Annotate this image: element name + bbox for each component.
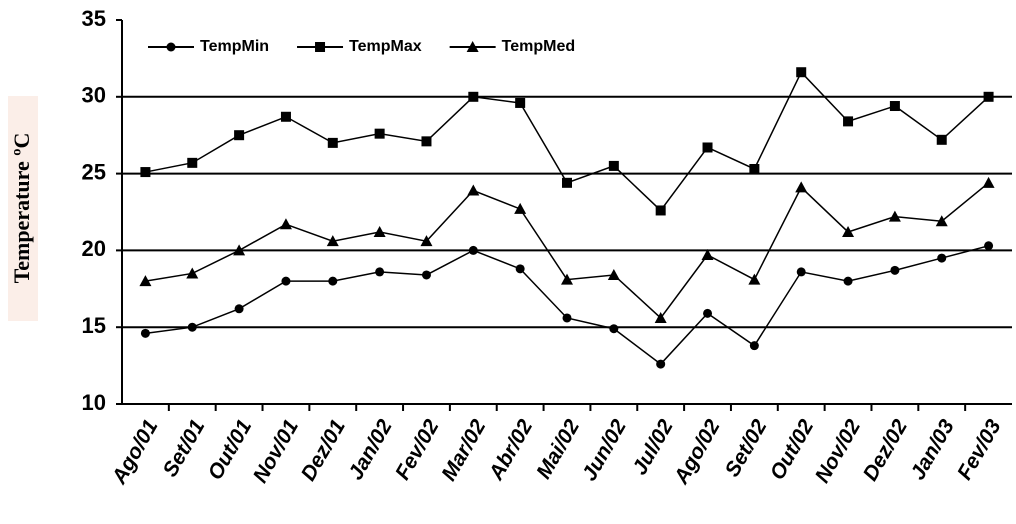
marker xyxy=(561,273,573,285)
marker xyxy=(420,235,433,247)
marker xyxy=(562,313,572,323)
marker xyxy=(140,167,151,178)
marker xyxy=(936,134,947,145)
x-tick-label: Out/01 xyxy=(204,416,257,484)
marker xyxy=(375,267,385,277)
marker xyxy=(166,42,176,52)
marker xyxy=(234,130,245,141)
marker xyxy=(373,225,386,237)
marker xyxy=(515,264,525,274)
marker xyxy=(421,270,431,280)
y-axis-label: Temperature ºC xyxy=(9,133,34,284)
marker xyxy=(748,273,761,285)
marker xyxy=(609,324,619,334)
marker xyxy=(514,202,527,214)
marker xyxy=(326,235,339,247)
x-tick-label: Out/02 xyxy=(766,416,819,484)
x-tick-label: Jul/02 xyxy=(628,416,678,479)
x-tick-label: Jun/02 xyxy=(578,415,631,484)
marker xyxy=(796,267,806,277)
marker xyxy=(374,128,385,139)
marker xyxy=(703,308,713,318)
marker xyxy=(654,311,667,323)
marker xyxy=(466,41,479,52)
x-tick-label: Abr/02 xyxy=(484,415,537,484)
marker xyxy=(608,160,619,171)
x-tick-label: Mai/02 xyxy=(532,415,584,482)
marker xyxy=(281,276,291,286)
marker xyxy=(140,328,150,338)
marker xyxy=(328,276,338,286)
marker xyxy=(749,341,759,351)
marker xyxy=(843,116,854,127)
marker xyxy=(187,157,198,168)
x-tick-label: Nov/02 xyxy=(811,416,866,487)
y-tick-label: 15 xyxy=(82,313,106,338)
marker xyxy=(186,267,199,279)
y-tick-label: 25 xyxy=(82,159,106,184)
marker xyxy=(468,91,479,102)
marker xyxy=(935,215,948,227)
marker xyxy=(702,142,713,153)
legend-label: TempMax xyxy=(349,38,422,55)
marker xyxy=(327,137,338,148)
x-tick-label: Ago/02 xyxy=(669,415,725,488)
x-tick-label: Fev/03 xyxy=(953,416,1006,484)
marker xyxy=(983,91,994,102)
x-tick-label: Jan/02 xyxy=(344,416,397,484)
legend-label: TempMin xyxy=(200,38,269,55)
y-tick-label: 35 xyxy=(82,6,106,31)
x-tick-label: Mar/02 xyxy=(437,416,490,485)
marker xyxy=(749,163,760,174)
marker xyxy=(842,225,855,237)
marker xyxy=(562,177,572,188)
marker xyxy=(515,97,526,108)
series-line xyxy=(145,245,989,366)
marker xyxy=(890,265,900,275)
marker xyxy=(701,249,714,261)
y-label-background xyxy=(8,96,38,321)
marker xyxy=(421,136,432,147)
x-tick-label: Dez/02 xyxy=(859,416,912,485)
marker xyxy=(843,276,853,286)
marker xyxy=(280,111,291,122)
x-tick-label: Jan/03 xyxy=(906,416,959,484)
marker xyxy=(984,241,994,251)
marker xyxy=(796,67,807,78)
y-tick-label: 30 xyxy=(82,83,106,108)
marker xyxy=(315,42,326,52)
legend-label: TempMed xyxy=(502,38,575,55)
x-tick-label: Nov/01 xyxy=(249,416,303,487)
marker xyxy=(467,184,480,196)
y-tick-label: 10 xyxy=(82,390,106,415)
x-tick-label: Dez/01 xyxy=(297,416,350,485)
marker xyxy=(937,253,947,263)
x-tick-label: Ago/01 xyxy=(107,416,162,489)
marker xyxy=(139,275,152,287)
series-line xyxy=(145,70,990,212)
marker xyxy=(656,359,666,369)
marker xyxy=(279,218,292,230)
x-tick-label: Set/01 xyxy=(159,416,210,481)
marker xyxy=(233,244,246,256)
marker xyxy=(889,101,900,112)
marker xyxy=(468,245,478,255)
marker xyxy=(795,181,808,193)
marker xyxy=(655,205,666,216)
marker xyxy=(982,176,995,188)
marker xyxy=(187,322,197,332)
marker xyxy=(234,304,244,314)
x-tick-label: Set/02 xyxy=(721,415,772,480)
y-tick-label: 20 xyxy=(82,236,106,261)
marker xyxy=(607,268,620,280)
x-tick-label: Fev/02 xyxy=(391,416,444,484)
marker xyxy=(888,210,901,222)
